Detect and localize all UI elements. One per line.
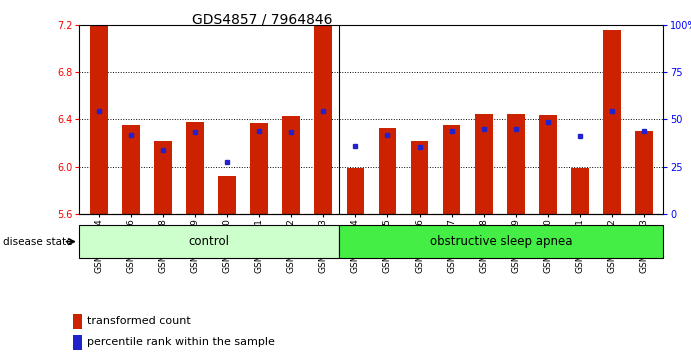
- Bar: [79, 225, 339, 258]
- Bar: [539, 115, 557, 214]
- Bar: [475, 114, 493, 214]
- Bar: [635, 131, 653, 214]
- Bar: [314, 26, 332, 214]
- Bar: [571, 168, 589, 214]
- Bar: [443, 125, 460, 214]
- Bar: [122, 125, 140, 214]
- Bar: [154, 141, 171, 214]
- Bar: [339, 225, 663, 258]
- Bar: [218, 176, 236, 214]
- Text: obstructive sleep apnea: obstructive sleep apnea: [430, 235, 572, 248]
- Text: GDS4857 / 7964846: GDS4857 / 7964846: [192, 12, 333, 27]
- Bar: [410, 141, 428, 214]
- Bar: [507, 114, 524, 214]
- Bar: [603, 29, 621, 214]
- Bar: [186, 122, 204, 214]
- Text: disease state: disease state: [3, 238, 73, 247]
- Text: transformed count: transformed count: [86, 316, 190, 326]
- Text: percentile rank within the sample: percentile rank within the sample: [86, 337, 274, 348]
- Bar: [283, 116, 300, 214]
- Text: control: control: [189, 235, 229, 248]
- Bar: [73, 335, 82, 350]
- Bar: [90, 26, 108, 214]
- Bar: [347, 168, 364, 214]
- Bar: [250, 123, 268, 214]
- Bar: [73, 314, 82, 329]
- Bar: [379, 128, 396, 214]
